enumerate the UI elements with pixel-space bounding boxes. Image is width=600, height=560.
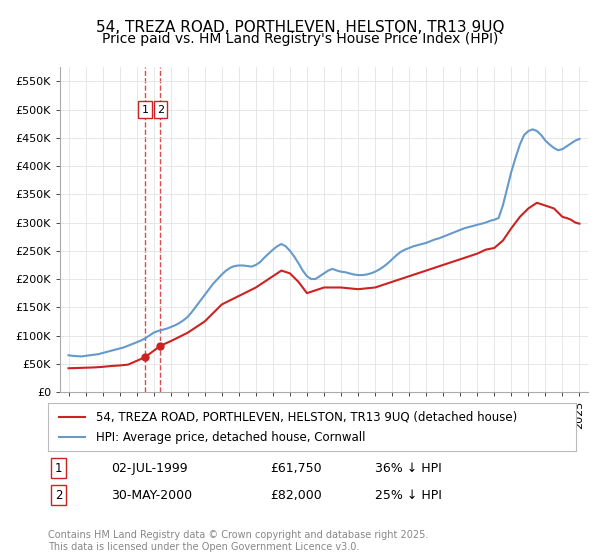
Text: HPI: Average price, detached house, Cornwall: HPI: Average price, detached house, Corn… bbox=[95, 431, 365, 444]
Text: 54, TREZA ROAD, PORTHLEVEN, HELSTON, TR13 9UQ: 54, TREZA ROAD, PORTHLEVEN, HELSTON, TR1… bbox=[96, 20, 504, 35]
Text: Price paid vs. HM Land Registry's House Price Index (HPI): Price paid vs. HM Land Registry's House … bbox=[102, 32, 498, 46]
Text: 1: 1 bbox=[55, 462, 62, 475]
Text: 25% ↓ HPI: 25% ↓ HPI bbox=[376, 489, 442, 502]
Text: £82,000: £82,000 bbox=[270, 489, 322, 502]
Text: £61,750: £61,750 bbox=[270, 462, 322, 475]
Text: Contains HM Land Registry data © Crown copyright and database right 2025.
This d: Contains HM Land Registry data © Crown c… bbox=[48, 530, 428, 552]
Text: 2: 2 bbox=[157, 105, 164, 115]
Text: 36% ↓ HPI: 36% ↓ HPI bbox=[376, 462, 442, 475]
Text: 2: 2 bbox=[55, 489, 62, 502]
Text: 02-JUL-1999: 02-JUL-1999 bbox=[112, 462, 188, 475]
Text: 30-MAY-2000: 30-MAY-2000 bbox=[112, 489, 193, 502]
Text: 1: 1 bbox=[142, 105, 149, 115]
Point bbox=[155, 341, 165, 350]
Text: 54, TREZA ROAD, PORTHLEVEN, HELSTON, TR13 9UQ (detached house): 54, TREZA ROAD, PORTHLEVEN, HELSTON, TR1… bbox=[95, 410, 517, 423]
Point bbox=[140, 353, 150, 362]
